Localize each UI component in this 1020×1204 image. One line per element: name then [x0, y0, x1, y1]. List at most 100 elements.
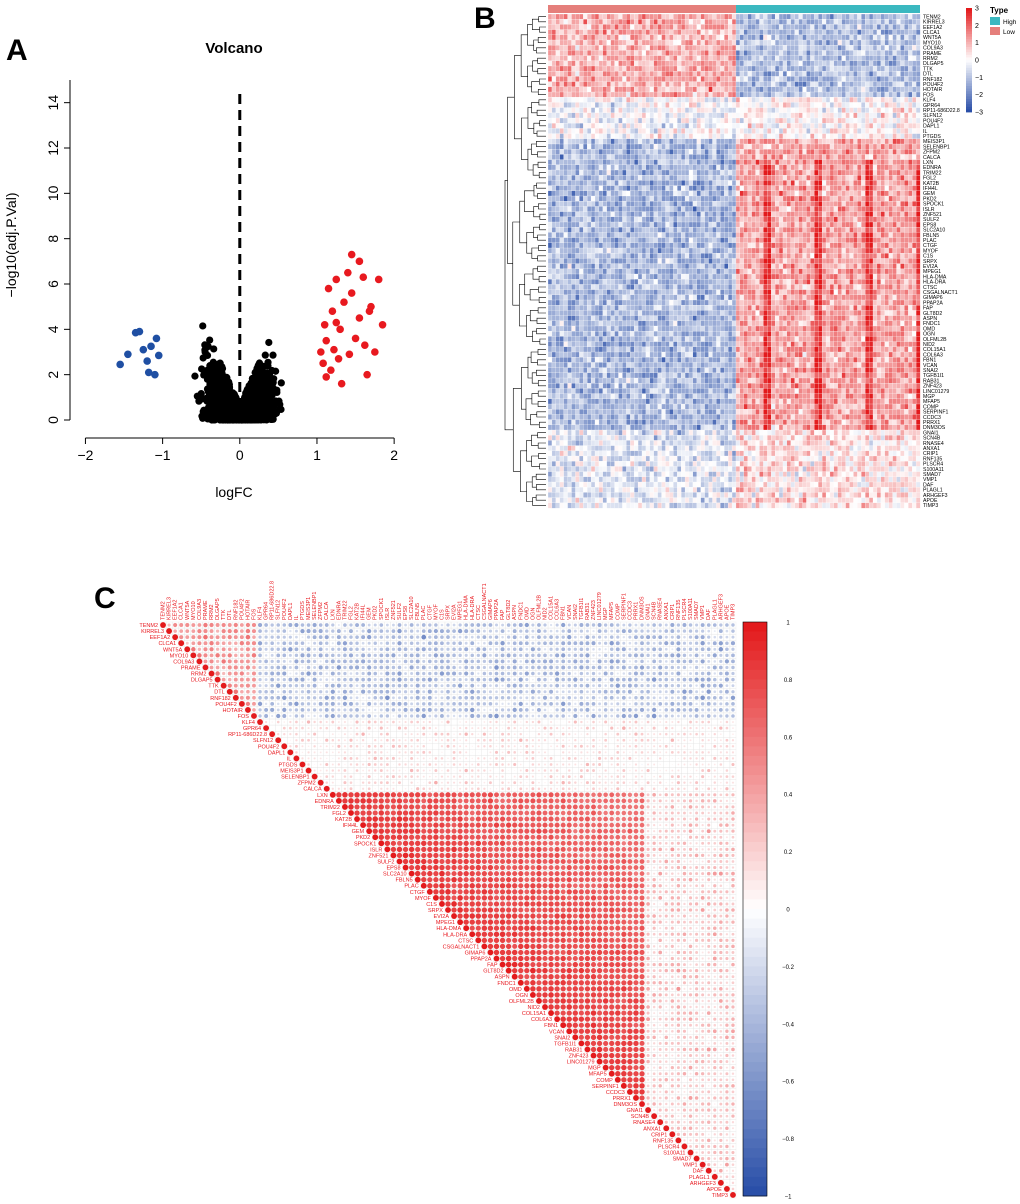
heatmap-cell [634, 123, 639, 129]
heatmap-cell [755, 76, 760, 82]
heatmap-cell [865, 76, 870, 82]
heatmap-cell [774, 133, 780, 140]
heatmap-cell [884, 86, 890, 93]
heatmap-cell [630, 102, 635, 108]
heatmap-cell [759, 34, 764, 41]
heatmap-cell [849, 19, 854, 25]
heatmap-cell [618, 97, 623, 103]
heatmap-cell [876, 34, 882, 41]
heatmap-cell [857, 86, 862, 93]
heatmap-cell [915, 13, 921, 20]
heatmap-cell [641, 76, 647, 82]
heatmap-cell [587, 71, 592, 77]
volcano-x-tick-label: −2 [77, 447, 93, 463]
heatmap-cell [563, 123, 568, 129]
heatmap-cell [868, 97, 874, 103]
dendrogram-branch [539, 421, 546, 428]
heatmap-cell [716, 128, 721, 134]
heatmap-cell [688, 13, 694, 20]
heatmap-cell [649, 19, 655, 25]
heatmap-cell [688, 102, 694, 108]
heatmap-cell [759, 60, 764, 67]
heatmap-cell [665, 86, 670, 93]
heatmap-cell [649, 97, 655, 103]
dendrogram-branch [532, 268, 540, 280]
heatmap-cell [696, 45, 702, 51]
heatmap-cell [786, 102, 792, 108]
heatmap-cell [571, 65, 576, 72]
heatmap-cell [614, 39, 619, 46]
heatmap-cell [837, 86, 843, 93]
heatmap-cell [904, 81, 909, 88]
heatmap-cell [798, 39, 803, 46]
heatmap-cell [547, 123, 553, 129]
heatmap-cell [904, 60, 909, 67]
heatmap-cell [798, 123, 803, 129]
heatmap-cell [665, 19, 670, 25]
heatmap-cell [798, 86, 803, 93]
heatmap-cell [763, 55, 768, 62]
heatmap-cell [872, 117, 878, 124]
heatmap-cell [872, 76, 878, 82]
heatmap-cell [829, 97, 835, 103]
heatmap-cell [649, 45, 655, 51]
heatmap-cell [634, 133, 639, 140]
heatmap-cell [598, 102, 604, 108]
heatmap-cell [579, 50, 584, 56]
heatmap-cell [872, 13, 878, 20]
heatmap-cell [724, 45, 729, 51]
heatmap-cell [908, 81, 913, 88]
volcano-y-tick-label: 4 [45, 325, 61, 333]
heatmap-cell [551, 102, 557, 108]
heatmap-cell [814, 128, 819, 134]
heatmap-cell [614, 71, 619, 77]
heatmap-cell [794, 123, 799, 129]
heatmap-cell [841, 102, 846, 108]
heatmap-cell [786, 60, 792, 67]
heatmap-cell [716, 86, 721, 93]
heatmap-cell [673, 71, 678, 77]
heatmap-cell [857, 117, 862, 124]
heatmap-cell [904, 50, 909, 56]
heatmap-cell [868, 91, 874, 98]
heatmap-cell [716, 112, 721, 119]
heatmap-cell [853, 71, 858, 77]
heatmap-cell [735, 24, 741, 30]
heatmap-cell [802, 81, 807, 88]
heatmap-cell [868, 24, 874, 30]
heatmap-cell [892, 112, 897, 119]
heatmap-cell [645, 71, 651, 77]
heatmap-cell [551, 65, 557, 72]
heatmap-cell [857, 65, 862, 72]
heatmap-cell [641, 60, 647, 67]
heatmap-cell [771, 60, 776, 67]
heatmap-cell [861, 117, 866, 124]
heatmap-cell [829, 102, 835, 108]
heatmap-cell [759, 97, 764, 103]
heatmap-cell [653, 45, 659, 51]
heatmap-cell [688, 55, 694, 62]
heatmap-cell [896, 81, 901, 88]
heatmap-cell [915, 19, 921, 25]
heatmap-cell [728, 71, 733, 77]
heatmap-cell [849, 102, 854, 108]
volcano-point-up [371, 348, 379, 356]
heatmap-cell [786, 81, 792, 88]
heatmap-cell [904, 24, 909, 30]
heatmap-cells [547, 13, 921, 509]
heatmap-cell [669, 60, 674, 67]
heatmap-cell [794, 91, 799, 98]
heatmap-cell [634, 24, 639, 30]
heatmap-cell [782, 117, 788, 124]
heatmap-cell [645, 133, 651, 140]
heatmap-cell [653, 112, 659, 119]
heatmap-cell [778, 112, 784, 119]
heatmap-cell [649, 102, 655, 108]
heatmap-cell [555, 39, 561, 46]
heatmap-cell [641, 86, 647, 93]
heatmap-cell [837, 107, 843, 114]
heatmap-cell [778, 123, 784, 129]
volcano-x-tick-label: 2 [390, 447, 398, 463]
heatmap-cell [583, 24, 588, 30]
heatmap-cell [818, 65, 823, 72]
